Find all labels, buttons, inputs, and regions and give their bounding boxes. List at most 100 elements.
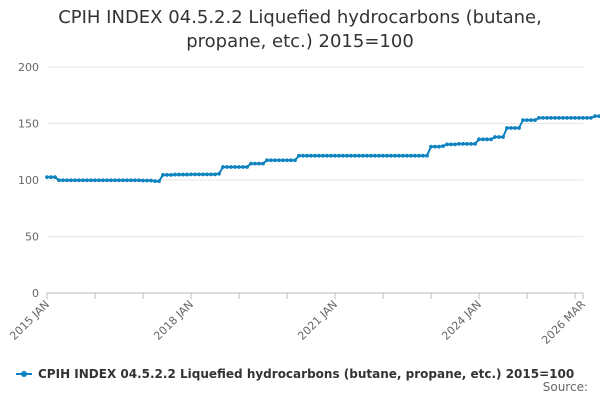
data-point bbox=[129, 178, 133, 183]
data-point bbox=[229, 165, 233, 169]
data-point bbox=[513, 126, 517, 130]
data-point bbox=[165, 173, 169, 177]
data-point bbox=[553, 115, 557, 120]
data-point bbox=[181, 172, 185, 177]
data-point bbox=[349, 153, 353, 158]
data-point bbox=[461, 141, 465, 146]
data-point bbox=[393, 153, 397, 158]
data-point bbox=[417, 153, 421, 158]
data-point bbox=[297, 153, 301, 158]
data-point bbox=[253, 161, 257, 166]
y-tick-label: 200 bbox=[18, 61, 39, 74]
data-point bbox=[289, 158, 293, 163]
data-point bbox=[489, 137, 493, 142]
data-point bbox=[445, 142, 449, 147]
data-point bbox=[113, 178, 117, 183]
data-point bbox=[493, 135, 497, 139]
data-point bbox=[313, 153, 317, 158]
data-point bbox=[585, 115, 589, 120]
data-point bbox=[409, 153, 413, 158]
data-point bbox=[465, 141, 469, 146]
data-point bbox=[541, 115, 545, 120]
data-point bbox=[593, 114, 597, 119]
data-point bbox=[333, 153, 337, 158]
data-point bbox=[101, 178, 105, 183]
data-point bbox=[365, 153, 369, 158]
data-point bbox=[341, 153, 345, 158]
data-point bbox=[125, 178, 129, 183]
data-point bbox=[221, 165, 225, 169]
data-point bbox=[589, 115, 593, 120]
data-point bbox=[357, 153, 361, 158]
data-point bbox=[509, 126, 513, 130]
data-point bbox=[389, 153, 393, 158]
data-point bbox=[57, 178, 61, 183]
source-label: Source: bbox=[542, 380, 588, 394]
data-point bbox=[141, 178, 145, 183]
data-point bbox=[373, 153, 377, 158]
data-point bbox=[345, 153, 349, 158]
x-tick-label: 2024 JAN bbox=[439, 298, 484, 343]
data-point bbox=[481, 137, 485, 142]
data-point bbox=[217, 171, 221, 176]
data-point bbox=[233, 165, 237, 169]
data-point bbox=[521, 118, 525, 123]
data-point bbox=[501, 135, 505, 139]
data-point bbox=[425, 153, 429, 158]
data-point bbox=[321, 153, 325, 158]
legend[interactable]: CPIH INDEX 04.5.2.2 Liquefied hydrocarbo… bbox=[16, 364, 574, 384]
data-point bbox=[153, 179, 157, 184]
data-point bbox=[173, 172, 177, 177]
data-point bbox=[421, 153, 425, 158]
legend-series-label: CPIH INDEX 04.5.2.2 Liquefied hydrocarbo… bbox=[38, 367, 575, 381]
data-point bbox=[301, 153, 305, 158]
data-point bbox=[77, 178, 81, 183]
y-tick-label: 150 bbox=[18, 118, 39, 131]
data-point bbox=[337, 153, 341, 158]
x-tick-label: 2026 MAR bbox=[539, 298, 588, 347]
data-point bbox=[377, 153, 381, 158]
data-point bbox=[561, 115, 565, 120]
data-point bbox=[505, 126, 509, 130]
data-point bbox=[49, 175, 53, 180]
data-point bbox=[121, 178, 125, 183]
data-point bbox=[281, 158, 285, 163]
data-point bbox=[197, 172, 201, 177]
data-point bbox=[69, 178, 73, 183]
data-point bbox=[261, 161, 265, 166]
data-point bbox=[249, 161, 253, 166]
data-point bbox=[73, 178, 77, 183]
data-point bbox=[117, 178, 121, 183]
data-point bbox=[353, 153, 357, 158]
data-point bbox=[449, 142, 453, 147]
data-point bbox=[457, 141, 461, 146]
data-point bbox=[529, 118, 533, 123]
data-point bbox=[133, 178, 137, 183]
data-point bbox=[413, 153, 417, 158]
data-point bbox=[573, 115, 577, 120]
data-point bbox=[201, 172, 205, 177]
data-point bbox=[329, 153, 333, 158]
data-point bbox=[309, 153, 313, 158]
data-point bbox=[437, 144, 441, 149]
data-point bbox=[381, 153, 385, 158]
data-point bbox=[241, 165, 245, 169]
chart-title: CPIH INDEX 04.5.2.2 Liquefied hydrocarbo… bbox=[0, 6, 600, 54]
data-point bbox=[557, 115, 561, 120]
x-tick-label: 2015 JAN bbox=[7, 298, 52, 343]
data-point bbox=[185, 172, 189, 177]
data-point bbox=[85, 178, 89, 183]
legend-series-marker bbox=[16, 369, 32, 379]
data-point bbox=[441, 144, 445, 149]
data-point bbox=[549, 115, 553, 120]
data-point bbox=[65, 178, 69, 183]
data-point bbox=[269, 158, 273, 163]
data-point bbox=[213, 172, 217, 177]
data-point bbox=[525, 118, 529, 123]
data-point bbox=[537, 115, 541, 120]
data-point bbox=[205, 172, 209, 177]
data-point bbox=[137, 178, 141, 183]
data-point bbox=[97, 178, 101, 183]
data-point bbox=[533, 118, 537, 123]
data-point bbox=[189, 172, 193, 177]
